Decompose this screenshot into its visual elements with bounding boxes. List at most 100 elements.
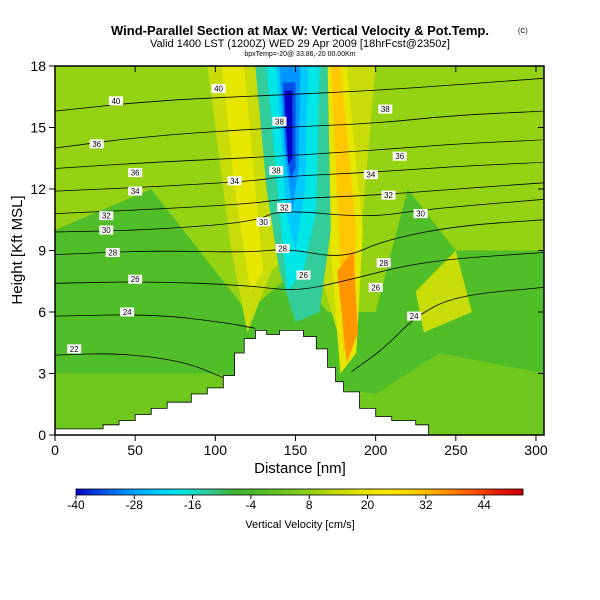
colorbar-label: Vertical Velocity [cm/s] [245, 519, 354, 531]
contour-labels: 40 40 36 38 38 38 36 34 36 34 34 32 32 30 30 32 30 28 28 28… [67, 84, 428, 354]
x-tick-label: 50 [127, 442, 143, 458]
colorbar-ticks: -40 -28 -16 -4 8 20 32 44 [67, 495, 491, 512]
contour-label: 28 [379, 259, 388, 268]
contour-label: 30 [416, 210, 425, 219]
contour-label-bg [363, 170, 378, 180]
y-tick-label: 15 [30, 120, 46, 136]
chart-title: Wind-Parallel Section at Max W: Vertical… [111, 23, 489, 38]
contour-label-bg [211, 84, 226, 94]
contour-label-bg [275, 243, 290, 253]
x-tick-label: 200 [364, 442, 388, 458]
contour-label-bg [368, 282, 383, 292]
contour-label-bg [272, 116, 287, 126]
contour-label-bg [296, 270, 311, 280]
theta-contour-line [55, 219, 544, 256]
contour-label: 24 [410, 312, 419, 321]
contour-label: 24 [123, 308, 132, 317]
contour-label-bg [120, 307, 135, 317]
theta-contour-line [55, 139, 544, 169]
y-tick-label: 12 [30, 181, 46, 197]
x-tick-label: 300 [524, 442, 548, 458]
theta-contours [55, 77, 544, 378]
theta-contour-line [55, 314, 256, 329]
title-mark: (C) [518, 28, 528, 35]
colorbar-tick-label: -28 [126, 498, 144, 512]
theta-contour-line [55, 110, 544, 149]
contour-label: 36 [92, 140, 101, 149]
x-tick-label: 100 [204, 442, 228, 458]
theta-contour-line [55, 252, 544, 290]
contour-label: 40 [214, 85, 223, 94]
contour-label-bg [99, 211, 114, 221]
contour-label: 36 [131, 169, 140, 178]
theta-contour-line [55, 77, 544, 112]
y-tick-label: 9 [38, 243, 46, 259]
shaded-field [55, 66, 544, 435]
colorbar-tick-label: -16 [184, 498, 202, 512]
chart-subtitle: Valid 1400 LST (1200Z) WED 29 Apr 2009 [… [150, 38, 450, 50]
x-tick-label: 150 [284, 442, 308, 458]
contour-label-bg [105, 248, 120, 258]
colorbar-tick-label: 32 [419, 498, 433, 512]
contour-label-bg [277, 202, 292, 212]
contour-label: 26 [371, 283, 380, 292]
plot-area: 40 40 36 38 38 38 36 34 36 34 34 32 32 30 30 32 30 28 28 28… [55, 66, 544, 435]
contour-label-bg [128, 274, 143, 284]
theta-contour-line [55, 198, 544, 233]
contour-label: 34 [230, 177, 239, 186]
contour-label-bg [407, 311, 422, 321]
y-tick-label: 18 [30, 58, 46, 74]
colorbar-tick-label: 20 [361, 498, 375, 512]
contour-label-bg [381, 190, 396, 200]
field-region [415, 250, 472, 333]
terrain-profile [55, 330, 544, 435]
contour-label: 38 [272, 167, 281, 176]
contour-label-bg [392, 151, 407, 161]
contour-label: 26 [131, 275, 140, 284]
contour-label: 30 [259, 218, 268, 227]
y-tick-label: 0 [38, 427, 46, 443]
colorbar-tick-label: -4 [246, 498, 257, 512]
contour-label: 34 [366, 171, 375, 180]
contour-label-bg [99, 225, 114, 235]
y-tick-label: 6 [38, 304, 46, 320]
contour-label: 32 [384, 191, 393, 200]
x-tick-label: 250 [444, 442, 468, 458]
colorbar-tick-label: -40 [67, 498, 85, 512]
contour-label-bg [128, 168, 143, 178]
contour-label: 38 [381, 105, 390, 114]
theta-contour-line [55, 182, 544, 214]
contour-label-bg [89, 139, 104, 149]
contour-label: 30 [102, 226, 111, 235]
contour-label-bg [269, 166, 284, 176]
x-axis-label: Distance [nm] [254, 460, 346, 477]
y-tick-label: 3 [38, 366, 46, 382]
x-tick-label: 0 [51, 442, 59, 458]
contour-label-bg [108, 96, 123, 106]
y-axis-label: Height [Kft MSL] [9, 195, 26, 304]
theta-contour-line [55, 353, 224, 378]
contour-label-bg [128, 186, 143, 196]
field-region [221, 66, 264, 292]
contour-label: 34 [131, 187, 140, 196]
contour-label: 40 [111, 97, 120, 106]
colorbar [75, 488, 524, 496]
contour-label-bg [376, 258, 391, 268]
contour-label: 26 [299, 271, 308, 280]
contour-label-bg [378, 104, 393, 114]
chart-note: bpxTemp=-20@ 33.86,-20 00.00Km [244, 51, 355, 58]
contour-label-bg [67, 344, 82, 354]
contour-label-bg [227, 176, 242, 186]
colorbar-tick-label: 44 [477, 498, 491, 512]
contour-label: 28 [108, 249, 117, 258]
contour-label-bg [413, 209, 428, 219]
theta-contour-line [55, 161, 544, 192]
contour-label: 38 [275, 117, 284, 126]
contour-label: 36 [395, 152, 404, 161]
colorbar-tick-label: 8 [306, 498, 313, 512]
contour-label: 32 [102, 212, 111, 221]
contour-label: 22 [70, 345, 79, 354]
